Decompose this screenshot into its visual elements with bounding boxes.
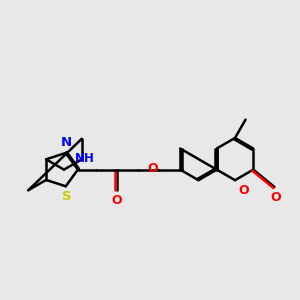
Text: O: O [148,162,158,175]
Text: O: O [112,194,122,207]
Text: N: N [61,136,72,149]
Text: S: S [62,190,71,203]
Text: O: O [270,191,281,204]
Text: O: O [238,184,249,197]
Text: NH: NH [75,152,95,165]
